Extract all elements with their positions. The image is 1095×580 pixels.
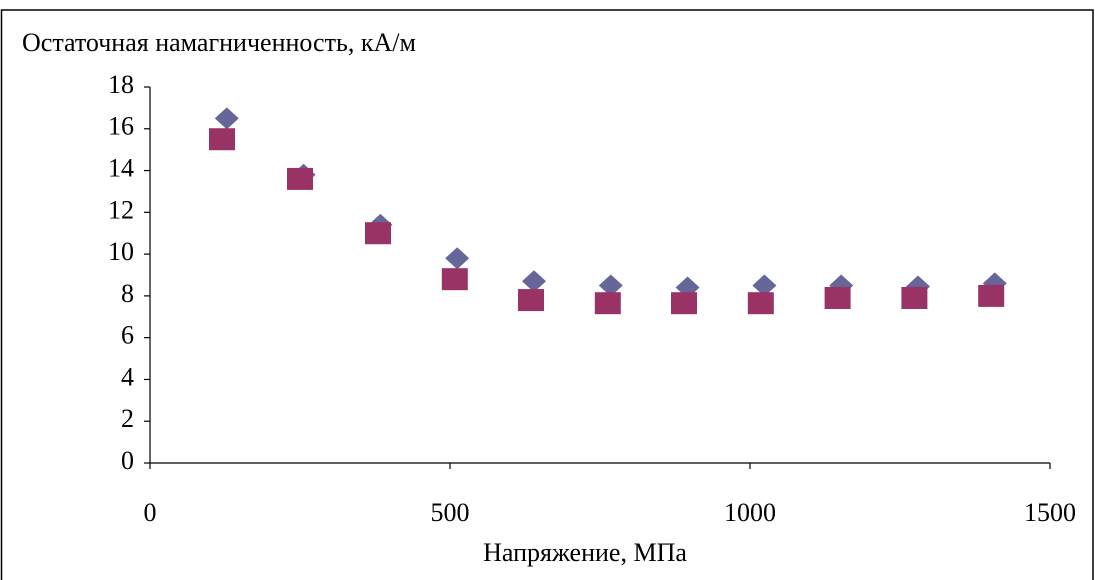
data-point <box>214 107 239 130</box>
data-point <box>365 222 391 245</box>
data-point <box>747 292 774 315</box>
y-tick-label: 12 <box>108 195 134 224</box>
x-tick-label: 0 <box>144 498 157 527</box>
x-axis-title: Напряжение, МПа <box>483 538 687 567</box>
data-point <box>445 247 470 270</box>
y-tick-label: 16 <box>108 112 134 141</box>
data-point <box>594 292 621 315</box>
data-point <box>522 270 546 293</box>
data-point <box>752 274 777 297</box>
y-tick-label: 10 <box>108 237 134 266</box>
y-tick-label: 8 <box>121 279 134 308</box>
data-point <box>598 274 623 297</box>
frame <box>0 9 1094 580</box>
y-tick-label: 4 <box>121 362 134 391</box>
y-tick-label: 18 <box>108 70 134 99</box>
data-point <box>978 284 1005 307</box>
x-tick-label: 1000 <box>724 498 776 527</box>
data-point <box>441 268 468 291</box>
x-tick-label: 500 <box>431 498 470 527</box>
y-tick-label: 14 <box>108 154 134 183</box>
x-tick-label: 1500 <box>1024 498 1076 527</box>
y-tick-label: 2 <box>121 404 134 433</box>
data-point <box>824 286 851 309</box>
data-point <box>287 167 313 190</box>
data-point <box>209 128 235 151</box>
y-tick-label: 0 <box>121 446 134 475</box>
y-tick-label: 6 <box>121 321 134 350</box>
y-axis-title: Остаточная намагниченность, кА/м <box>22 28 416 57</box>
data-point <box>671 292 697 315</box>
data-point <box>518 289 544 312</box>
data-point <box>901 286 928 309</box>
